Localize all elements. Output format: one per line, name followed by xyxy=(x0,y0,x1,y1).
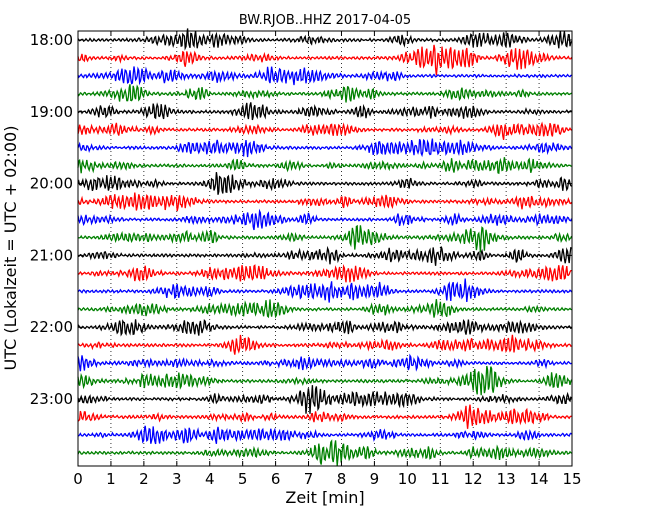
seismogram-trace xyxy=(77,84,572,103)
seismogram-trace xyxy=(77,278,573,303)
axes xyxy=(77,30,573,467)
y-tick-label: 19:00 xyxy=(30,103,73,121)
seismogram-trace xyxy=(77,425,573,445)
seismogram-trace xyxy=(77,66,572,86)
grid-lines xyxy=(110,31,540,466)
seismogram-trace xyxy=(77,334,572,355)
y-tick-label: 20:00 xyxy=(30,175,73,193)
x-tick-label: 3 xyxy=(172,470,182,488)
x-tick-label: 11 xyxy=(431,470,450,488)
seismogram-trace xyxy=(77,404,572,429)
seismogram-trace xyxy=(77,365,573,396)
x-tick-label: 8 xyxy=(337,470,347,488)
x-tick-label: 6 xyxy=(271,470,281,488)
x-tick-label: 12 xyxy=(464,470,483,488)
x-tick-label: 10 xyxy=(398,470,417,488)
seismogram-trace xyxy=(77,385,572,414)
y-tick-label: 22:00 xyxy=(30,318,73,336)
y-tick-label: 23:00 xyxy=(30,390,73,408)
seismogram-trace xyxy=(77,192,573,212)
x-tick-label: 4 xyxy=(205,470,215,488)
plot-frame xyxy=(77,30,573,467)
seismogram-trace xyxy=(77,353,572,372)
seismogram-trace xyxy=(77,245,572,266)
seismogram-trace xyxy=(77,224,573,253)
y-tick-labels: 18:00 19:00 20:00 21:00 22:00 23:00 xyxy=(30,31,73,408)
x-tick-label: 0 xyxy=(73,470,83,488)
seismogram-trace xyxy=(77,121,573,140)
seismogram-trace xyxy=(77,208,573,231)
x-tick-labels: 0 1 2 3 4 5 6 7 8 9 10 11 12 13 14 15 xyxy=(73,470,581,488)
x-tick-label: 14 xyxy=(530,470,549,488)
seismogram-trace xyxy=(77,439,572,466)
seismogram-traces xyxy=(77,28,573,466)
y-tick-label: 18:00 xyxy=(30,31,73,49)
seismogram-trace xyxy=(77,318,572,337)
chart-title: BW.RJOB..HHZ 2017-04-05 xyxy=(239,13,411,28)
x-axis-label: Zeit [min] xyxy=(285,488,364,507)
seismogram-trace xyxy=(77,157,572,175)
x-tick-label: 2 xyxy=(139,470,149,488)
x-tick-label: 5 xyxy=(238,470,248,488)
x-tick-label: 15 xyxy=(562,470,581,488)
seismogram-trace xyxy=(77,102,573,121)
x-tick-label: 7 xyxy=(304,470,314,488)
seismogram-trace xyxy=(77,264,572,283)
x-tick-label: 13 xyxy=(497,470,516,488)
seismogram-trace xyxy=(77,138,573,158)
y-axis-label: UTC (Lokalzeit = UTC + 02:00) xyxy=(1,126,20,371)
seismogram-trace xyxy=(77,44,573,76)
seismogram-trace xyxy=(77,299,572,319)
y-tick-label: 21:00 xyxy=(30,246,73,264)
x-tick-label: 1 xyxy=(106,470,116,488)
seismogram-trace xyxy=(77,172,573,195)
x-tick-label: 9 xyxy=(370,470,380,488)
seismogram-trace xyxy=(77,28,573,51)
